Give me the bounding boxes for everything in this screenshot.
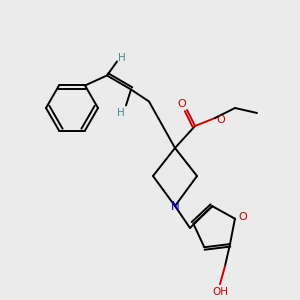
Text: O: O xyxy=(238,212,247,222)
Text: OH: OH xyxy=(212,287,228,297)
Text: O: O xyxy=(217,115,225,125)
Text: N: N xyxy=(171,200,179,212)
Text: H: H xyxy=(117,109,125,118)
Text: O: O xyxy=(178,99,186,109)
Text: H: H xyxy=(118,53,126,64)
